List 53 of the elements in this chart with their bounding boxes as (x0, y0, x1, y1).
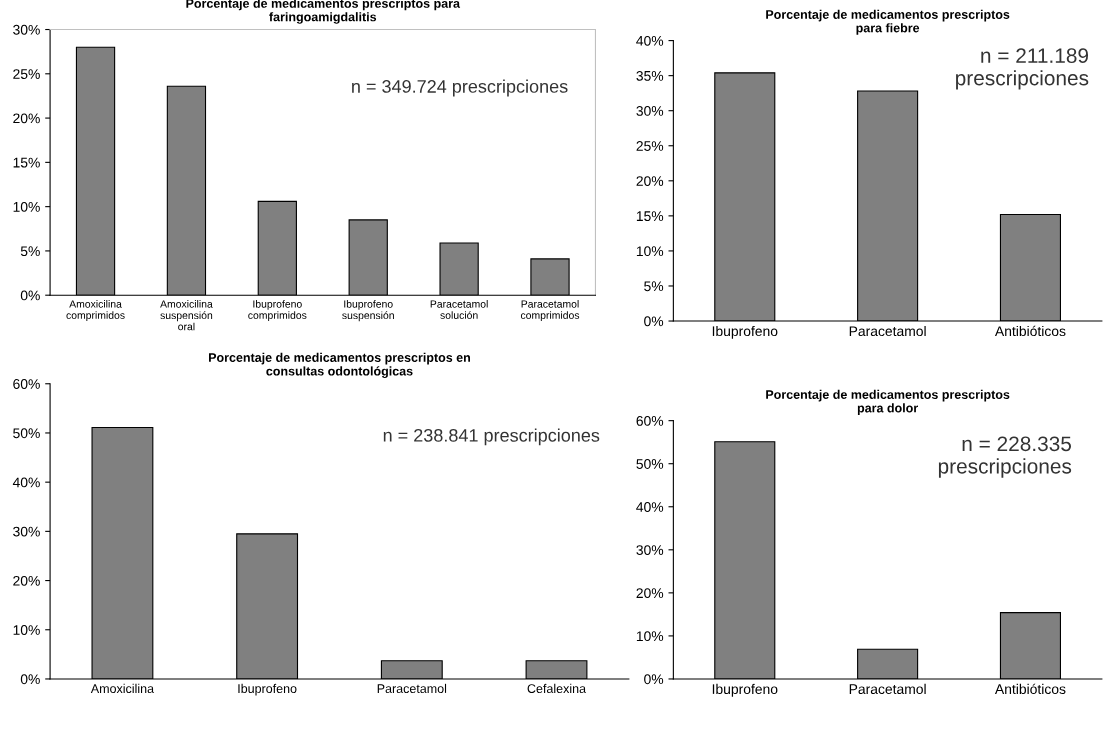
y-tick-label: 5% (20, 246, 40, 257)
y-tick-label: 0% (644, 316, 664, 327)
x-tick-label: Antibióticos (994, 325, 1066, 337)
y-tick-label: 35% (636, 70, 664, 81)
x-tick-label: Ibuprofeno suspensión (342, 300, 394, 322)
x-tick-label: Ibuprofeno (238, 683, 297, 696)
y-tick-label: 20% (636, 588, 664, 599)
y-tick-label: 25% (636, 141, 664, 151)
y-tick-label: 20% (13, 575, 40, 586)
y-tick-label: 60% (13, 379, 40, 389)
annotation: n = 238.841 prescripciones (383, 428, 600, 446)
y-tick-label: 20% (13, 113, 40, 124)
y-tick-label: 10% (636, 246, 664, 257)
y-tick-label: 10% (13, 625, 40, 635)
x-tick-label: Paracetamol solución (430, 300, 488, 319)
y-tick-label: 20% (636, 176, 664, 186)
y-tick-label: 30% (13, 24, 40, 35)
y-tick-label: 40% (636, 502, 664, 512)
x-tick-label: Amoxicilina suspensión oral (160, 300, 213, 331)
x-tick-label: Amoxicilina (90, 683, 155, 693)
y-tick-label: 50% (13, 428, 40, 439)
y-tick-label: 25% (13, 69, 40, 79)
x-tick-label: Cefalexina (527, 683, 587, 693)
x-tick-label: Paracetamol (849, 683, 926, 695)
chart-title: Porcentaje de medicamentos prescriptos en consultas odontológicas (209, 352, 470, 379)
y-tick-label: 30% (636, 106, 664, 116)
x-tick-label: Paracetamol comprimidos (520, 300, 580, 321)
x-tick-label: Paracetamol (377, 683, 447, 693)
y-tick-label: 30% (636, 545, 664, 555)
y-tick-label: 40% (636, 35, 664, 46)
y-tick-label: 5% (644, 281, 664, 292)
x-tick-label: Ibuprofeno comprimidos (248, 300, 307, 321)
y-tick-label: 15% (13, 157, 40, 168)
y-tick-label: 15% (636, 211, 664, 222)
y-tick-label: 50% (636, 459, 664, 469)
y-tick-label: 10% (636, 631, 664, 642)
y-tick-label: 40% (12, 477, 40, 488)
chart-title: Porcentaje de medicamentos prescriptos para fiebre (766, 9, 1010, 35)
y-tick-label: 0% (644, 674, 664, 685)
annotation: n = 228.335 prescripciones (938, 436, 1072, 478)
y-tick-label: 0% (20, 674, 40, 685)
x-tick-label: Ibuprofeno (712, 325, 778, 339)
y-tick-label: 60% (636, 415, 664, 426)
y-tick-label: 0% (20, 290, 40, 301)
x-tick-label: Amoxicilina comprimidos (66, 300, 125, 321)
annotation: n = 349.724 prescripciones (352, 79, 568, 97)
y-tick-label: 10% (13, 201, 40, 212)
y-tick-label: 30% (13, 526, 40, 537)
annotation: n = 211.189 prescripciones (956, 48, 1089, 90)
chart-title: Porcentaje de medicamentos prescriptos para dolor (766, 389, 1010, 415)
x-tick-label: Ibuprofeno (712, 683, 778, 697)
x-tick-label: Paracetamol (849, 325, 926, 337)
x-tick-label: Antibióticos (994, 683, 1066, 695)
